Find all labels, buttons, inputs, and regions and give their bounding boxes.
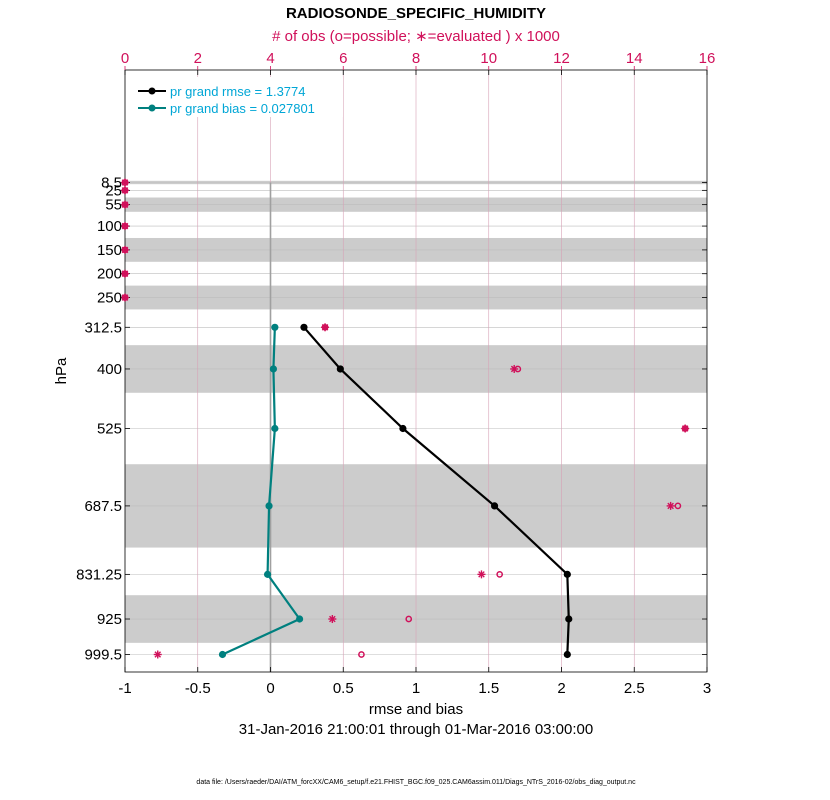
y-tick-label: 525 — [97, 421, 122, 438]
y-tick-label: 100 — [97, 218, 122, 235]
top-tick-label: 10 — [480, 50, 497, 67]
x-tick-label: 3 — [703, 680, 711, 697]
series-point-bias — [271, 424, 279, 433]
series-point-rmse — [399, 424, 407, 433]
top-axis-label: # of obs (o=possible; ∗=evaluated ) x 10… — [272, 28, 560, 45]
obs-evaluated-marker — [121, 200, 129, 209]
footnote: data file: /Users/raeder/DAI/ATM_forcXX/… — [196, 779, 636, 786]
top-tick-label: 16 — [699, 50, 716, 67]
y-tick-label: 25 — [105, 182, 122, 199]
obs-evaluated-marker — [121, 178, 129, 187]
legend-rmse-marker — [148, 87, 156, 95]
x-tick-label: -1 — [118, 680, 131, 697]
series-point-bias — [271, 323, 279, 331]
series-point-rmse — [563, 570, 571, 578]
obs-evaluated-marker — [510, 364, 519, 373]
obs-evaluated-marker — [321, 323, 330, 332]
obs-evaluated-marker — [121, 293, 129, 302]
obs-evaluated-marker — [121, 269, 129, 278]
x-tick-label: 0 — [266, 680, 274, 697]
y-tick-label: 400 — [97, 361, 122, 378]
top-tick-label: 2 — [194, 50, 202, 67]
legend-bias-label: pr grand bias = 0.027801 — [170, 101, 315, 116]
top-tick-label: 0 — [121, 50, 129, 67]
y-tick-label: 687.5 — [84, 498, 122, 515]
obs-possible-marker — [674, 502, 682, 510]
legend: pr grand rmse = 1.3774 pr grand bias = 0… — [131, 77, 343, 117]
obs-evaluated-marker — [153, 650, 162, 659]
y-tick-label: 8.5 — [101, 175, 122, 192]
x-tick-label: -0.5 — [185, 680, 211, 697]
obs-evaluated-marker — [121, 186, 129, 195]
series-point-rmse — [300, 323, 308, 331]
series-point-bias — [296, 615, 304, 623]
top-tick-label: 14 — [626, 50, 643, 67]
x-tick-label: 1.5 — [478, 680, 499, 697]
y-tick-label: 150 — [97, 242, 122, 259]
y-tick-label: 831.25 — [76, 566, 122, 583]
y-axis-label: hPa — [53, 357, 70, 384]
y-tick-label: 925 — [97, 611, 122, 628]
series-point-bias — [269, 365, 278, 373]
top-tick-label: 4 — [266, 50, 274, 67]
top-tick-label: 12 — [553, 50, 570, 67]
series-point-rmse — [565, 615, 573, 623]
series-point-rmse — [563, 650, 571, 659]
legend-rmse-label: pr grand rmse = 1.3774 — [170, 84, 306, 99]
x-tick-label: 1 — [412, 680, 420, 697]
obs-evaluated-marker — [681, 424, 690, 433]
obs-possible-marker — [496, 571, 504, 578]
obs-evaluated-marker — [328, 615, 337, 624]
y-tick-label: 999.5 — [84, 647, 122, 664]
date-range-label: 31-Jan-2016 21:00:01 through 01-Mar-2016… — [239, 721, 593, 738]
x-tick-label: 0.5 — [333, 680, 354, 697]
legend-bias-marker — [148, 104, 156, 112]
top-tick-label: 6 — [339, 50, 347, 67]
y-tick-label: 200 — [97, 266, 122, 283]
series-point-rmse — [490, 502, 499, 510]
y-tick-label: 55 — [105, 197, 122, 214]
obs-evaluated-marker — [477, 570, 486, 579]
y-tick-label: 250 — [97, 290, 122, 307]
series-point-bias — [218, 650, 227, 659]
series-point-bias — [265, 502, 273, 510]
series-point-rmse — [336, 365, 344, 373]
obs-possible-marker — [405, 615, 413, 623]
y-tick-label: 312.5 — [84, 319, 122, 336]
series-point-bias — [263, 570, 272, 578]
obs-count-markers — [121, 178, 690, 659]
x-tick-label: 2 — [557, 680, 565, 697]
obs-evaluated-marker — [121, 245, 129, 254]
data-series — [218, 323, 573, 659]
obs-possible-marker — [358, 651, 365, 658]
x-tick-label: 2.5 — [624, 680, 645, 697]
x-axis-label: rmse and bias — [369, 701, 463, 718]
legend-box — [131, 77, 343, 117]
chart-title: RADIOSONDE_SPECIFIC_HUMIDITY — [286, 5, 546, 22]
top-tick-label: 8 — [412, 50, 420, 67]
obs-evaluated-marker — [666, 501, 675, 510]
obs-evaluated-marker — [121, 222, 129, 231]
